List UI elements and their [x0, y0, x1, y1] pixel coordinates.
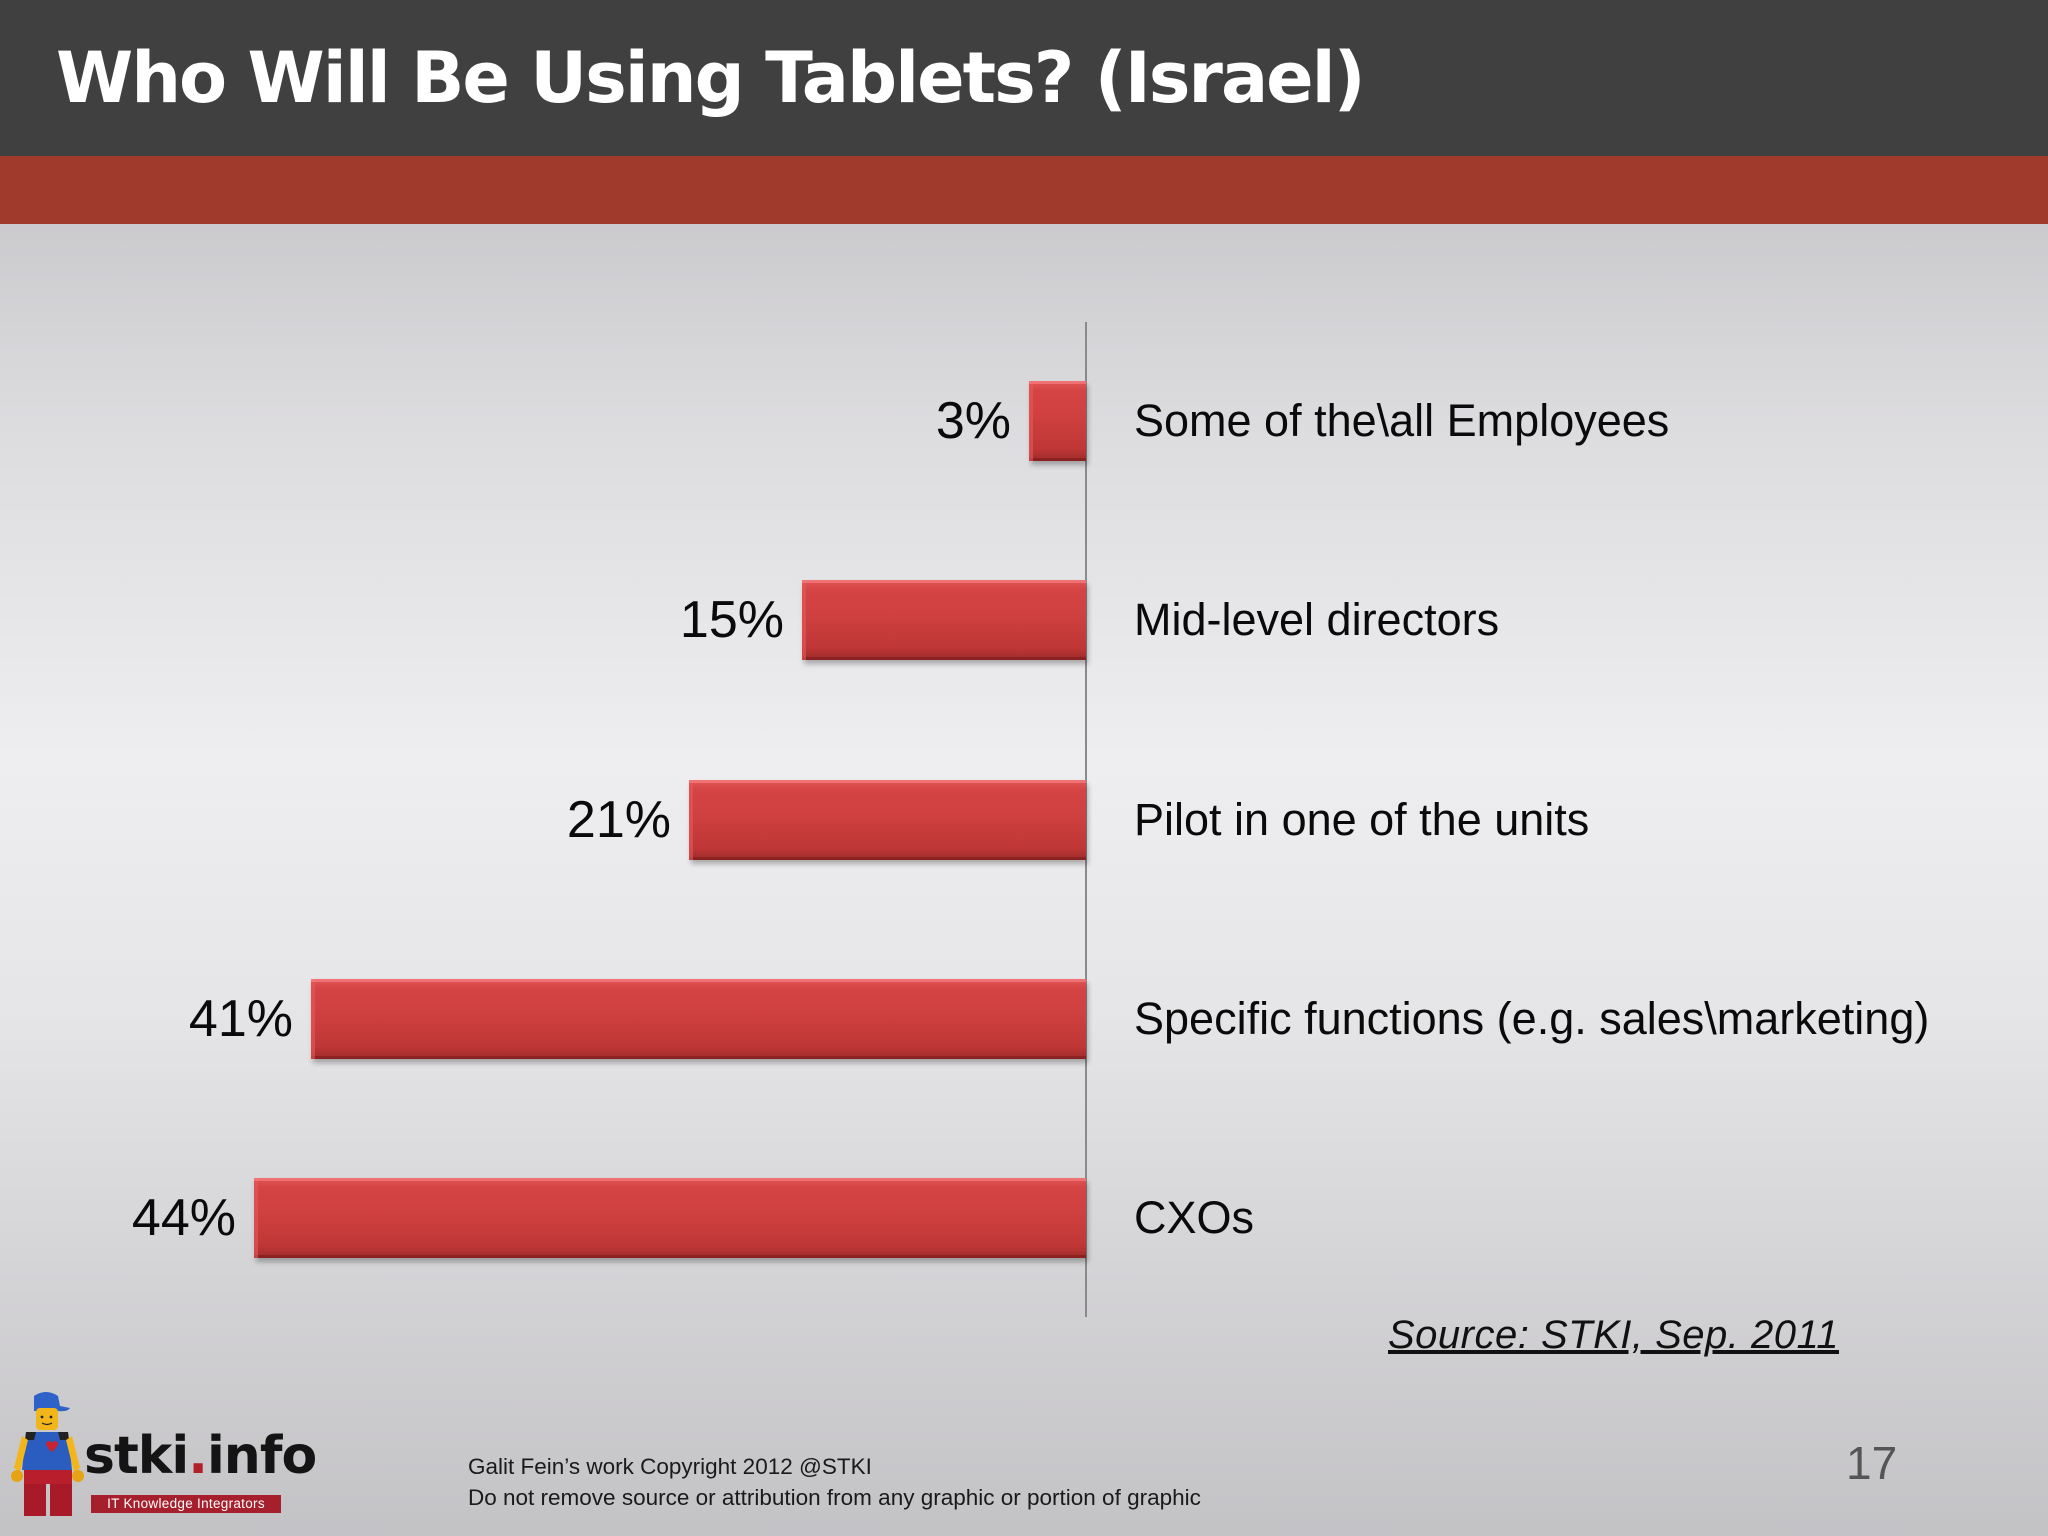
- bar-specific-functions: [311, 979, 1086, 1059]
- value-label: 41%: [188, 990, 293, 1048]
- copyright-line: Galit Fein’s work Copyright 2012 @STKI: [468, 1454, 872, 1479]
- category-label: CXOs: [1134, 1192, 1255, 1243]
- source-citation: Source: STKI, Sep. 2011: [1388, 1313, 1840, 1357]
- logo-wordmark: stki.info: [84, 1426, 317, 1486]
- value-label: 21%: [566, 791, 671, 849]
- value-label: 15%: [679, 591, 784, 649]
- category-label: Mid-level directors: [1134, 594, 1500, 645]
- slide-header: Who Will Be Using Tablets? (Israel): [0, 0, 2048, 156]
- stki-logo: stki.info IT Knowledge Integrators: [8, 1388, 317, 1528]
- logo-text-main: stki: [84, 1426, 189, 1486]
- value-label: 3%: [935, 392, 1011, 450]
- copyright-notice: Galit Fein’s work Copyright 2012 @STKI D…: [468, 1451, 1201, 1513]
- category-label: Specific functions (e.g. sales\marketing…: [1134, 993, 1930, 1044]
- logo-text-suffix: info: [206, 1426, 317, 1486]
- page-number: 17: [1846, 1437, 1898, 1489]
- category-label: Pilot in one of the units: [1134, 794, 1590, 845]
- logo-text-dot: .: [188, 1426, 208, 1486]
- value-label: 44%: [131, 1189, 236, 1247]
- bar-pilot-units: [689, 780, 1086, 860]
- slide-title: Who Will Be Using Tablets? (Israel): [56, 37, 1366, 119]
- lego-figure-icon: [11, 1392, 84, 1516]
- bar-some-all-employees: [1029, 381, 1086, 461]
- logo-tagline: IT Knowledge Integrators: [91, 1495, 281, 1513]
- category-label: Some of the\all Employees: [1134, 395, 1670, 446]
- bar-mid-level-directors: [802, 580, 1086, 660]
- accent-band: [0, 156, 2048, 224]
- attribution-line: Do not remove source or attribution from…: [468, 1485, 1201, 1510]
- chart-axis: [1085, 322, 1087, 1317]
- bar-cxos: [254, 1178, 1086, 1258]
